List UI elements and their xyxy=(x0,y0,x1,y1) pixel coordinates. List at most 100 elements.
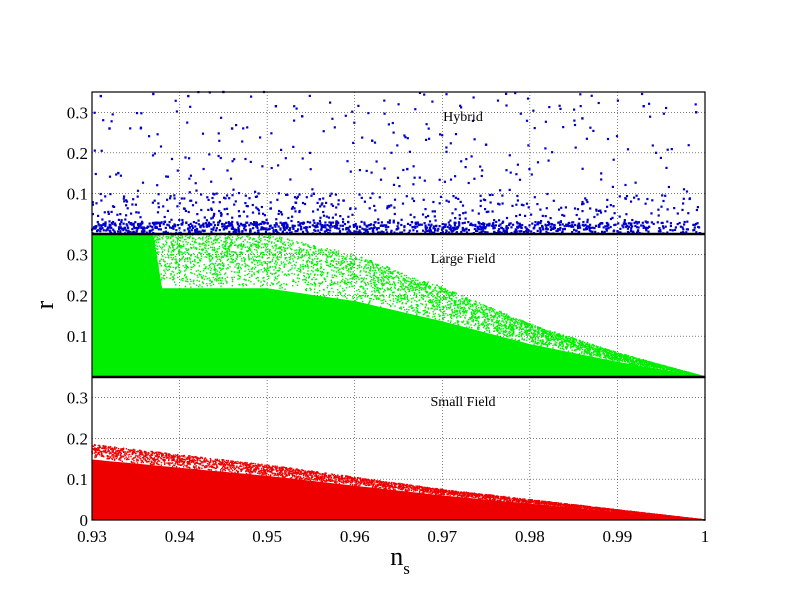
data-point xyxy=(361,136,364,139)
data-point xyxy=(532,227,535,230)
data-point xyxy=(579,105,582,108)
data-point xyxy=(536,331,539,333)
data-point xyxy=(511,337,513,340)
data-point xyxy=(291,205,294,209)
data-point xyxy=(170,241,172,243)
data-point xyxy=(326,275,328,277)
data-point xyxy=(581,200,584,204)
data-point xyxy=(185,269,187,271)
data-point xyxy=(96,220,99,224)
data-point xyxy=(322,210,325,214)
data-point xyxy=(202,225,205,228)
data-point xyxy=(229,224,232,227)
data-point xyxy=(388,205,391,208)
data-point xyxy=(261,257,263,259)
data-point xyxy=(635,220,638,224)
data-point xyxy=(277,270,280,272)
data-point xyxy=(514,92,517,95)
data-point xyxy=(295,261,297,264)
data-point xyxy=(172,257,175,259)
data-point xyxy=(467,181,470,185)
data-point xyxy=(164,272,167,274)
data-point xyxy=(546,228,549,231)
data-point xyxy=(197,257,200,259)
data-point xyxy=(286,193,289,196)
data-point xyxy=(382,295,385,297)
data-point xyxy=(666,208,669,211)
data-point xyxy=(594,347,596,350)
data-point xyxy=(431,290,433,293)
data-point xyxy=(217,274,219,276)
data-point xyxy=(398,307,401,309)
data-point xyxy=(626,227,629,230)
data-point xyxy=(526,333,528,335)
data-point xyxy=(443,290,446,293)
data-point xyxy=(329,194,332,197)
data-point xyxy=(426,284,428,286)
data-point xyxy=(534,338,537,340)
data-point xyxy=(570,225,573,228)
data-point xyxy=(342,221,345,224)
data-point xyxy=(200,193,203,196)
data-point xyxy=(581,223,584,226)
data-point xyxy=(112,239,114,242)
data-point xyxy=(318,198,321,201)
data-point xyxy=(148,231,151,234)
data-point xyxy=(335,282,337,285)
data-point xyxy=(351,266,353,268)
data-point xyxy=(159,145,163,148)
data-point xyxy=(179,247,181,249)
data-point xyxy=(358,258,360,261)
data-point xyxy=(172,254,175,256)
data-point xyxy=(499,189,502,192)
data-point xyxy=(236,221,239,224)
data-point xyxy=(232,261,234,263)
data-point xyxy=(111,282,113,285)
data-point xyxy=(291,224,294,227)
data-point xyxy=(473,177,476,180)
data-point xyxy=(164,260,166,263)
data-point xyxy=(390,286,392,289)
data-point xyxy=(423,288,425,291)
data-point xyxy=(637,198,640,201)
data-point xyxy=(693,223,696,226)
data-point xyxy=(265,218,268,221)
data-point xyxy=(477,320,480,323)
data-point xyxy=(448,296,450,298)
data-point xyxy=(105,239,107,241)
data-point xyxy=(546,345,549,348)
data-point xyxy=(367,112,370,115)
data-point xyxy=(188,177,191,180)
data-point xyxy=(237,247,239,249)
data-point xyxy=(94,172,97,176)
data-point xyxy=(534,326,536,328)
data-point xyxy=(137,272,139,274)
data-point xyxy=(505,229,508,232)
data-point xyxy=(99,240,101,242)
data-point xyxy=(291,254,294,257)
data-point xyxy=(534,332,536,335)
data-point xyxy=(339,264,341,266)
data-point xyxy=(99,192,102,196)
data-point xyxy=(130,262,133,264)
data-point xyxy=(169,266,172,268)
data-point xyxy=(389,268,391,270)
data-point xyxy=(438,286,440,288)
data-point xyxy=(329,262,332,265)
data-point xyxy=(630,227,633,230)
data-point xyxy=(197,276,199,278)
data-point xyxy=(137,239,139,241)
data-point xyxy=(362,291,365,294)
data-point xyxy=(498,315,501,317)
data-point xyxy=(650,221,653,224)
data-point xyxy=(218,219,222,222)
data-point xyxy=(548,106,551,109)
data-point xyxy=(379,306,382,308)
data-point xyxy=(304,278,306,281)
data-point xyxy=(530,173,533,176)
data-point xyxy=(447,292,449,294)
data-point xyxy=(381,266,384,268)
data-point xyxy=(134,203,137,206)
data-point xyxy=(323,205,326,208)
data-point xyxy=(557,208,561,211)
